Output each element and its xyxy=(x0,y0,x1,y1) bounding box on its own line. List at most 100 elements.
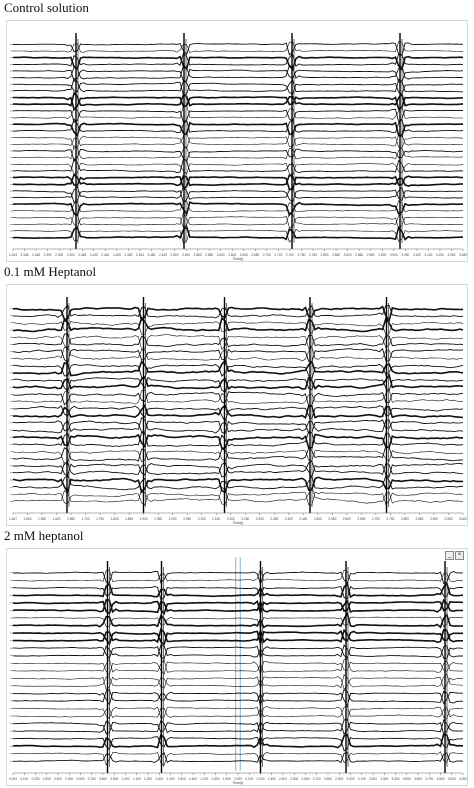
x-tick-label: 1.750 xyxy=(96,517,104,521)
x-tick-label: 2.800 xyxy=(171,253,179,257)
panel-title-01mm: 0.1 mM Heptanol xyxy=(4,264,97,279)
x-tick-label: 1.700 xyxy=(200,777,208,781)
x-tick-label: 2.600 xyxy=(217,253,225,257)
x-tick-label: 2.400 xyxy=(285,517,293,521)
x-tick-label: 2.750 xyxy=(309,253,317,257)
x-tick-label: 1.900 xyxy=(140,517,148,521)
x-tick-label: 0.300 xyxy=(43,777,51,781)
signal-trace xyxy=(12,736,464,752)
x-tick-label: 1.600 xyxy=(53,517,61,521)
x-tick-label: 0.900 xyxy=(110,777,118,781)
signal-trace xyxy=(12,108,464,124)
signal-trace xyxy=(12,676,464,691)
x-tick-label: 2.650 xyxy=(251,253,259,257)
x-tick-label: 1.700 xyxy=(82,517,90,521)
x-tick-label: 2.500 xyxy=(314,517,322,521)
signal-trace xyxy=(12,733,464,749)
signal-trace xyxy=(12,201,464,217)
trace-panel-control: 2.334 2.346 2.348 2.390 2.300 2.304 2.368 2.430… xyxy=(6,20,468,262)
signal-trace xyxy=(12,41,464,53)
x-tick-label: 1.300 xyxy=(155,777,163,781)
signal-trace xyxy=(12,629,463,647)
x-tick-label: 0.500 xyxy=(65,777,73,781)
signal-trace xyxy=(12,419,464,435)
x-tick-label: 2.780 xyxy=(297,253,305,257)
signal-trace xyxy=(12,189,464,204)
x-tick-label: 2.800 xyxy=(324,777,332,781)
x-tick-label: 2.200 xyxy=(227,517,235,521)
x-tick-label: 2.300 xyxy=(268,777,276,781)
signal-trace xyxy=(13,121,464,138)
x-tick-label: 2.700 xyxy=(372,517,380,521)
x-tick-label: 3.800 xyxy=(437,777,445,781)
trace-panel-2mm: _ × 0.000 0.100 0.200 0.300 0.400 0.500 0.600 0… xyxy=(6,548,468,786)
x-tick-label: 2.100 xyxy=(245,777,253,781)
x-tick-label: 2.604 xyxy=(228,253,236,257)
panel-title-control: Control solution xyxy=(4,0,89,15)
signal-trace xyxy=(13,388,464,405)
x-tick-label: 2.580 xyxy=(205,253,213,257)
x-tick-label: 2.480 xyxy=(147,253,155,257)
x-tick-label: 2.400 xyxy=(279,777,287,781)
x-tick-label: 1.550 xyxy=(38,517,46,521)
signal-trace xyxy=(12,347,464,364)
signal-trace xyxy=(12,320,464,335)
x-tick-label: 2.540 xyxy=(182,253,190,257)
x-tick-label: 2.750 xyxy=(386,517,394,521)
x-tick-label: 2.850 xyxy=(415,517,423,521)
signal-trace xyxy=(12,376,464,394)
signal-trace xyxy=(12,600,464,616)
signal-trace xyxy=(13,175,464,191)
x-tick-label: 3.000 xyxy=(459,517,467,521)
x-tick-label: 2.200 xyxy=(257,777,265,781)
x-tick-label: 1.487 xyxy=(9,517,17,521)
signal-trace xyxy=(13,200,464,213)
signal-trace xyxy=(12,305,464,323)
x-tick-label: 2.800 xyxy=(321,253,329,257)
x-tick-label: 3.500 xyxy=(403,777,411,781)
signal-trace xyxy=(12,567,464,583)
signal-trace xyxy=(13,721,464,737)
minimize-icon[interactable]: _ xyxy=(445,551,454,560)
signal-trace xyxy=(12,91,464,107)
x-tick-label: 2.430 xyxy=(90,253,98,257)
x-tick-label: 2.300 xyxy=(256,517,264,521)
x-tick-label: 1.500 xyxy=(24,517,32,521)
signal-trace xyxy=(13,430,464,447)
signal-trace xyxy=(12,616,464,630)
x-tick-label: 2.900 xyxy=(430,517,438,521)
x-tick-label: 2.050 xyxy=(183,517,191,521)
ecg-plot: 2.334 2.346 2.348 2.390 2.300 2.304 2.368 2.430… xyxy=(9,33,467,261)
x-tick-label: 2.700 xyxy=(286,253,294,257)
x-tick-label: 2.800 xyxy=(401,517,409,521)
x-tick-label: 3.900 xyxy=(448,777,456,781)
signal-trace xyxy=(12,81,464,96)
ecg-plot: 1.487 1.500 1.550 1.600 1.650 1.700 1.750 1.800… xyxy=(9,297,467,525)
signal-trace xyxy=(12,598,463,614)
signal-trace xyxy=(12,444,464,462)
signal-trace xyxy=(12,405,464,423)
signal-trace xyxy=(12,157,464,174)
x-tick-label: 2.334 xyxy=(9,253,17,257)
close-icon[interactable]: × xyxy=(455,551,464,560)
x-tick-label: 0.200 xyxy=(32,777,40,781)
x-tick-label: 2.450 xyxy=(299,517,307,521)
x-tick-label: 2.650 xyxy=(357,517,365,521)
signal-trace xyxy=(12,611,464,629)
signal-trace xyxy=(12,55,464,72)
signal-trace xyxy=(12,581,464,599)
x-tick-label: 2.950 xyxy=(444,517,452,521)
signal-trace xyxy=(12,64,464,80)
signal-trace xyxy=(12,333,464,348)
signal-trace xyxy=(12,118,464,134)
x-tick-label: 1.800 xyxy=(111,517,119,521)
x-tick-label: 2.580 xyxy=(194,253,202,257)
x-tick-label: 3.700 xyxy=(425,777,433,781)
x-tick-label: 2.450 xyxy=(113,253,121,257)
signal-trace xyxy=(12,173,464,187)
signal-trace xyxy=(13,570,464,586)
signal-trace xyxy=(12,334,464,351)
x-tick-label: 2.150 xyxy=(212,517,220,521)
x-tick-label: 3.000 xyxy=(390,253,398,257)
x-tick-label: 1.200 xyxy=(144,777,152,781)
